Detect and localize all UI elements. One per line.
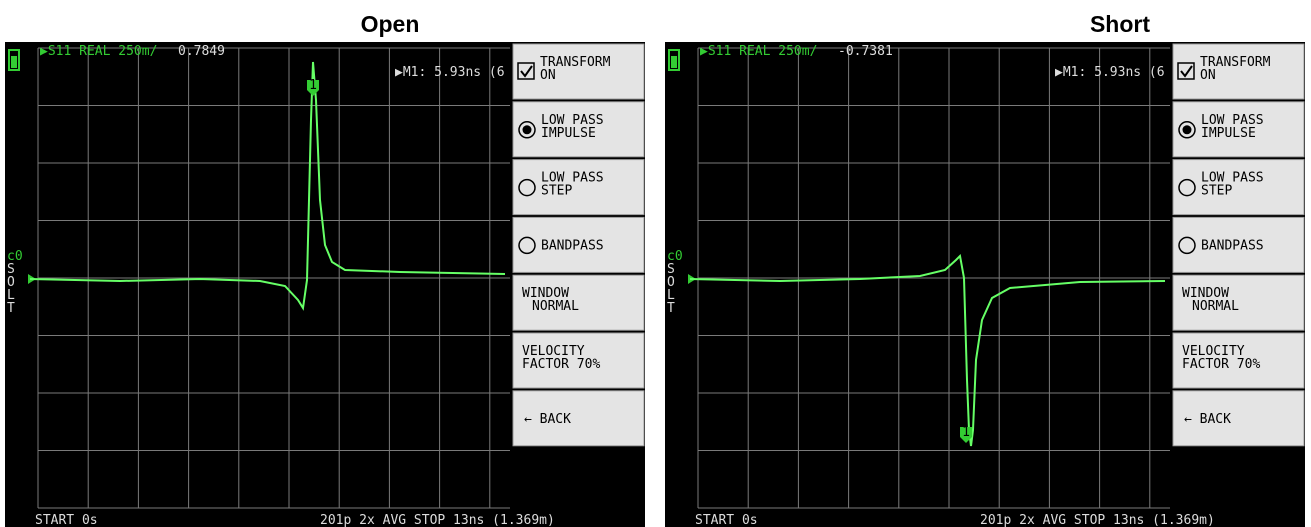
- radio-dot: [522, 125, 532, 135]
- menu-text: ON: [540, 68, 556, 83]
- trace-label: ▶S11 REAL 250m/: [40, 44, 157, 59]
- panel: Short 1 ▶S11 REAL 250m/ -0.7381 ▶M1: 5.93ns …: [665, 11, 1305, 527]
- menu-text: BANDPASS: [1201, 238, 1264, 253]
- footer-info: 201p 2x AVG STOP 13ns (1.369m): [320, 513, 555, 527]
- panel-title: Open: [361, 11, 420, 37]
- trace-value: 0.7849: [178, 44, 225, 59]
- menu-text: TRANSFORM: [1200, 55, 1271, 70]
- trace-value: -0.7381: [838, 44, 893, 59]
- battery-fill: [11, 56, 17, 68]
- menu-text: LOW PASS: [1201, 113, 1264, 128]
- panel-title: Short: [1090, 11, 1150, 37]
- marker-label: 1: [309, 78, 317, 93]
- marker-shape: [307, 80, 319, 96]
- checkbox: [1177, 62, 1195, 80]
- status-label: T: [7, 301, 15, 316]
- menu-text: VELOCITY: [1182, 344, 1245, 359]
- menu-button: [1172, 274, 1305, 331]
- radio-button: [518, 236, 536, 255]
- footer-info: 201p 2x AVG STOP 13ns (1.369m): [980, 513, 1215, 527]
- status-label: O: [7, 275, 15, 290]
- menu-text: VELOCITY: [522, 344, 585, 359]
- checkmark: [520, 65, 533, 78]
- menu-text: FACTOR 70%: [522, 357, 600, 372]
- battery-icon: [8, 49, 20, 71]
- menu-text: IMPULSE: [1201, 126, 1256, 141]
- menu-button: [1172, 332, 1305, 389]
- menu-text: BANDPASS: [541, 238, 604, 253]
- trace: [689, 253, 1166, 447]
- battery-fill: [671, 56, 677, 68]
- menu-text: WINDOW: [522, 286, 569, 301]
- menu-button: [1172, 390, 1305, 447]
- menu-button: [512, 332, 645, 389]
- menu-button: [512, 101, 645, 158]
- menu-text: WINDOW: [1182, 286, 1229, 301]
- radio-button: [518, 121, 536, 139]
- radio-button: [1178, 178, 1196, 197]
- menu-button: [512, 390, 645, 447]
- footer-start: START 0s: [695, 513, 758, 527]
- trace: [29, 61, 506, 311]
- checkbox: [517, 62, 535, 80]
- status-label: S: [667, 262, 675, 277]
- menu-button: [1172, 159, 1305, 216]
- menu-button: [512, 159, 645, 216]
- marker-shape: [960, 427, 972, 443]
- status-label: S: [7, 262, 15, 277]
- menu-text: STEP: [541, 184, 572, 199]
- radio-dot: [1182, 125, 1192, 135]
- menu-button: [512, 274, 645, 331]
- menu-text: NORMAL: [1192, 299, 1239, 314]
- menu-text: FACTOR 70%: [1182, 357, 1260, 372]
- radio-button: [1178, 236, 1196, 255]
- menu-text: ← BACK: [1184, 412, 1231, 427]
- menu-text: NORMAL: [532, 299, 579, 314]
- menu-button: [512, 43, 645, 100]
- footer-start: START 0s: [35, 513, 98, 527]
- checkmark: [1180, 65, 1193, 78]
- marker-info: ▶M1: 5.93ns (6: [1055, 65, 1165, 80]
- trace-label: ▶S11 REAL 250m/: [700, 44, 817, 59]
- panel: Open 1 ▶S11 REAL 250m/0.7849 ▶M1: 5.93ns (6…: [5, 11, 645, 527]
- battery-icon: [668, 49, 680, 71]
- status-label: c0: [667, 249, 683, 264]
- radio-button: [1178, 121, 1196, 139]
- menu-text: LOW PASS: [541, 113, 604, 128]
- menu-text: LOW PASS: [1201, 171, 1264, 186]
- menu-text: STEP: [1201, 184, 1232, 199]
- radio-button: [518, 178, 536, 197]
- menu-text: IMPULSE: [541, 126, 596, 141]
- menu-text: TRANSFORM: [540, 55, 611, 70]
- menu-text: ← BACK: [524, 412, 571, 427]
- menu-button: [1172, 43, 1305, 100]
- marker-info: ▶M1: 5.93ns (6: [395, 65, 505, 80]
- status-label: c0: [7, 249, 23, 264]
- status-label: T: [667, 301, 675, 316]
- marker-label: 1: [962, 425, 970, 440]
- status-label: L: [667, 288, 675, 303]
- status-label: L: [7, 288, 15, 303]
- menu-text: LOW PASS: [541, 171, 604, 186]
- menu-text: ON: [1200, 68, 1216, 83]
- status-label: O: [667, 275, 675, 290]
